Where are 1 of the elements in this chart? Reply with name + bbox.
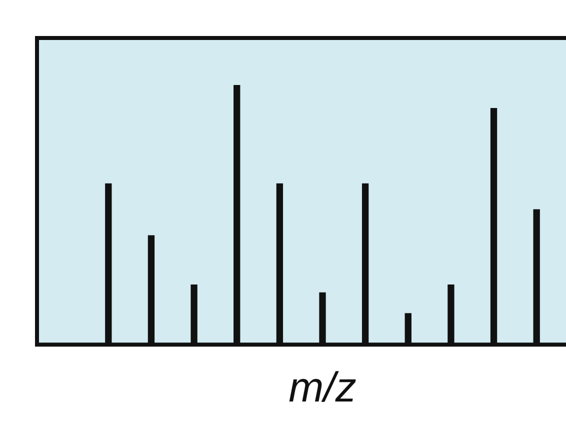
- x-axis-title: m/z: [288, 363, 356, 410]
